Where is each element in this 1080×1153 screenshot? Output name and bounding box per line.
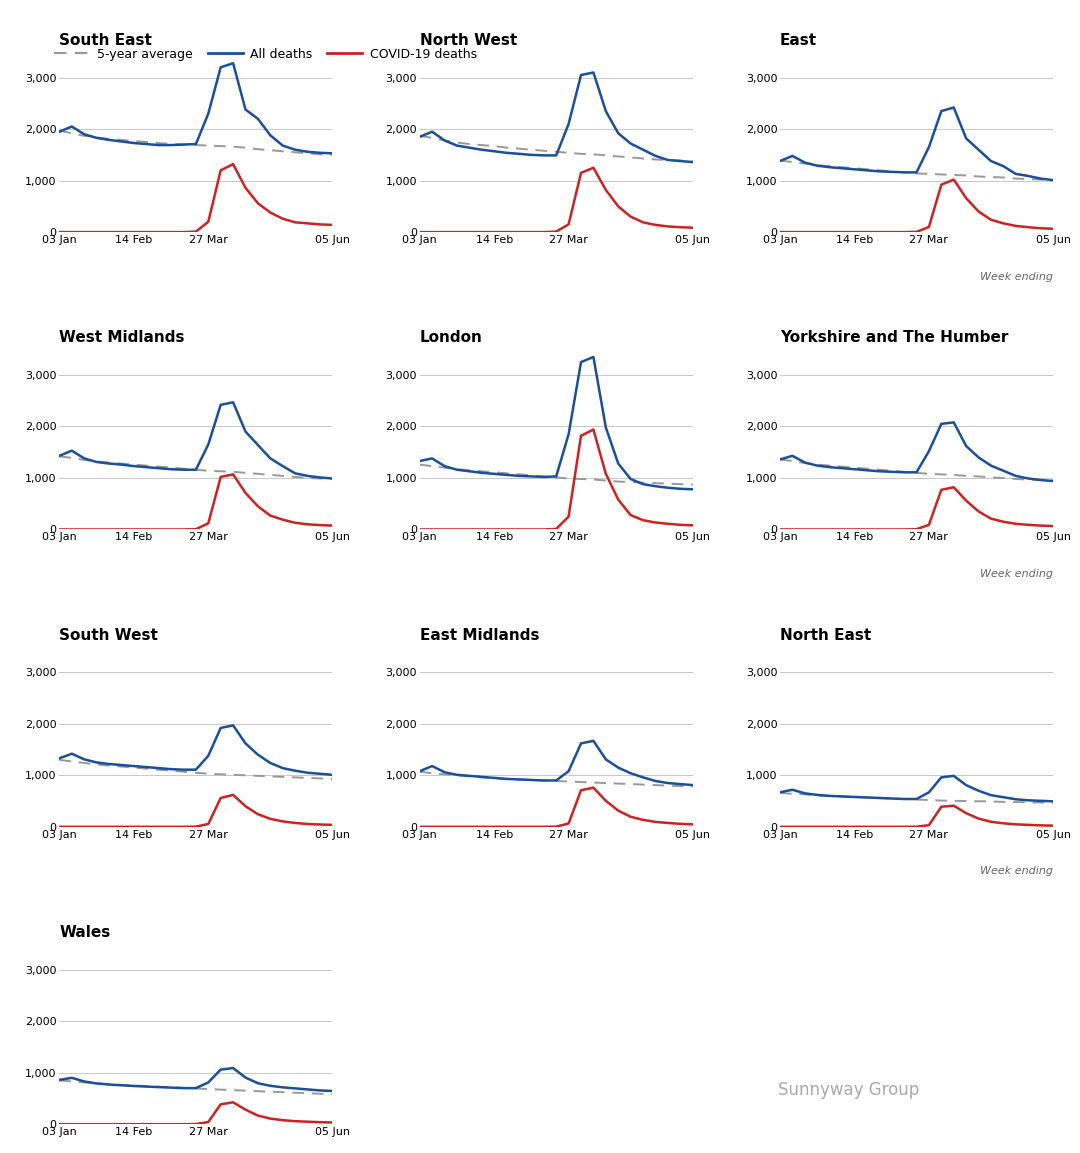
Text: Sunnyway Group: Sunnyway Group xyxy=(778,1080,919,1099)
Text: North East: North East xyxy=(780,627,872,642)
Legend: 5-year average, All deaths, COVID-19 deaths: 5-year average, All deaths, COVID-19 dea… xyxy=(50,43,482,66)
Text: London: London xyxy=(420,330,483,345)
Text: Week ending: Week ending xyxy=(980,866,1053,876)
Text: South West: South West xyxy=(59,627,159,642)
Text: West Midlands: West Midlands xyxy=(59,330,185,345)
Text: Week ending: Week ending xyxy=(980,570,1053,579)
Text: Wales: Wales xyxy=(59,925,110,940)
Text: North West: North West xyxy=(420,33,517,48)
Text: East Midlands: East Midlands xyxy=(420,627,539,642)
Text: East: East xyxy=(780,33,818,48)
Text: South East: South East xyxy=(59,33,152,48)
Text: Yorkshire and The Humber: Yorkshire and The Humber xyxy=(780,330,1009,345)
Text: Week ending: Week ending xyxy=(980,272,1053,281)
